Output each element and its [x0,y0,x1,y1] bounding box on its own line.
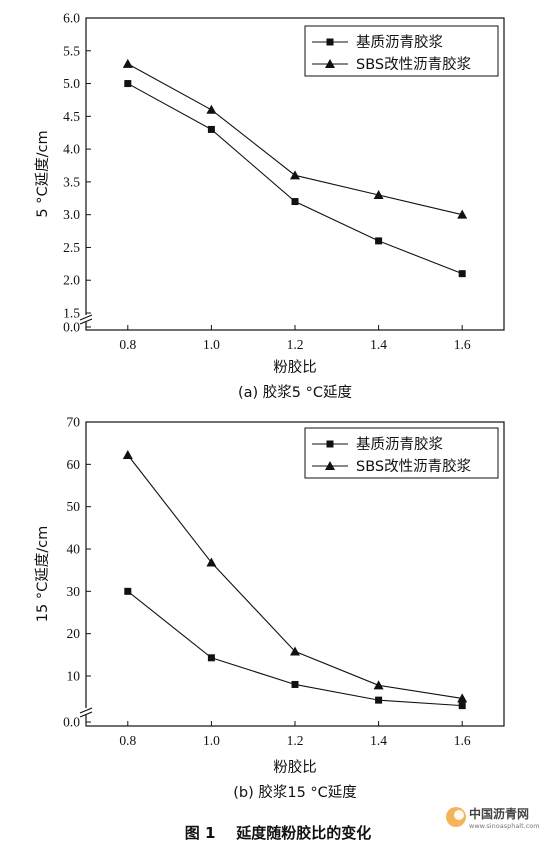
chart-b-series-1-point [291,680,299,688]
chart-a-xlabel: 粉胶比 [273,359,317,376]
chart-b: 10 20 30 40 50 60 70 0.0 0.8 1.0 1.2 1.4 1.6 基质沥青胶浆… [34,415,505,801]
chart-b-series-1-point [375,696,383,704]
chart-b-ytick-label-zero: 0.0 [63,715,80,730]
chart-a-legend-marker-triangle [325,59,335,68]
chart-a-series-1-point [458,270,466,278]
chart-b-xtick-label: 0.8 [119,733,136,748]
chart-a-ytick-label: 3.0 [63,207,80,222]
chart-b-series-2-point [290,646,300,656]
chart-b-xtick-label: 1.6 [454,733,471,748]
chart-a: 1.5 2.0 2.5 3.0 3.5 4.0 4.5 5.0 5.5 6.0 0.0 0.8 1.0… [34,11,505,401]
chart-b-ylabel: 15 °C延度/cm [34,526,51,622]
figure-title: 图 1 延度随粉胶比的变化 [185,824,372,842]
chart-a-legend: 基质沥青胶浆 SBS改性沥青胶浆 [304,25,499,77]
chart-b-legend-marker-square [326,440,334,448]
chart-b-xtick-label: 1.0 [203,733,220,748]
chart-a-series-2-point [290,170,300,180]
watermark: 中国沥青网 www.sinoasphalt.com [446,806,540,830]
chart-b-xtick-label: 1.4 [370,733,387,748]
chart-a-ytick-label: 4.0 [63,142,80,157]
chart-a-xtick-label: 1.4 [370,337,387,352]
chart-b-series-1-point [458,702,466,710]
chart-b-legend: 基质沥青胶浆 SBS改性沥青胶浆 [304,427,499,479]
chart-b-ytick-label: 40 [67,542,81,557]
chart-b-ytick-label: 30 [67,584,81,599]
chart-a-axis-break-mark [79,318,93,325]
chart-a-legend-label: SBS改性沥青胶浆 [356,55,471,73]
chart-a-series-1-point [124,80,132,88]
chart-a-xtick-label: 1.6 [454,337,471,352]
chart-a-ytick-label: 4.5 [63,109,80,124]
chart-b-ytick-label: 20 [67,626,81,641]
chart-a-xtick-label: 0.8 [119,337,136,352]
chart-a-ytick-label: 6.0 [63,11,80,26]
chart-a-ytick-label: 5.0 [63,76,80,91]
chart-b-axis-break-mark [79,707,93,714]
chart-a-ytick-label: 5.5 [63,43,80,58]
chart-b-xlabel: 粉胶比 [273,759,317,776]
chart-a-caption: (a) 胶浆5 °C延度 [238,383,352,401]
chart-a-ytick-label: 2.0 [63,273,80,288]
chart-a-ytick-label-zero: 0.0 [63,320,80,335]
chart-b-ytick-label: 70 [67,415,81,430]
chart-a-legend-marker-square [326,38,334,46]
chart-b-series-2-point [373,680,384,690]
chart-a-ylabel: 5 °C延度/cm [34,130,51,217]
chart-b-caption: (b) 胶浆15 °C延度 [233,783,357,801]
chart-b-ytick-label: 60 [67,457,81,472]
chart-b-series-1-point [124,587,132,595]
chart-a-series-1-point [291,198,299,206]
chart-b-series-2-point [122,450,133,460]
chart-b-series-2-line [127,454,463,699]
chart-b-series-2-point [457,693,468,703]
watermark-text: 中国沥青网 [469,806,529,821]
chart-b-series-2-point [206,557,217,567]
chart-a-series-2-point [457,209,468,219]
chart-a-axis-break-mark [79,314,93,321]
chart-b-xtick-label: 1.2 [287,733,304,748]
chart-a-xtick-label: 1.2 [287,337,304,352]
chart-a-ytick-label: 3.5 [63,174,80,189]
chart-b-legend-label: 基质沥青胶浆 [356,435,443,453]
chart-b-legend-box [304,427,499,479]
chart-a-ytick-label: 1.5 [63,306,80,321]
chart-a-series-2-point [373,190,384,199]
chart-b-ytick-label: 50 [67,499,81,514]
watermark-url: www.sinoasphalt.com [469,822,540,830]
chart-a-xtick-label: 1.0 [203,337,220,352]
chart-a-series-2-point [206,104,217,114]
chart-a-series-2-point [122,58,133,68]
chart-b-axis-break-mark [79,711,93,718]
chart-a-series-1-point [375,237,383,245]
chart-a-series-2-line [127,63,463,216]
chart-a-legend-box [304,25,499,77]
chart-b-series-1-point [207,654,215,662]
chart-a-ytick-label: 2.5 [63,240,80,255]
chart-b-legend-label: SBS改性沥青胶浆 [356,457,471,475]
chart-b-legend-marker-triangle [325,461,335,470]
chart-b-ytick-label: 10 [67,669,81,684]
chart-a-legend-label: 基质沥青胶浆 [356,33,443,51]
chart-a-series-1-point [207,125,215,133]
